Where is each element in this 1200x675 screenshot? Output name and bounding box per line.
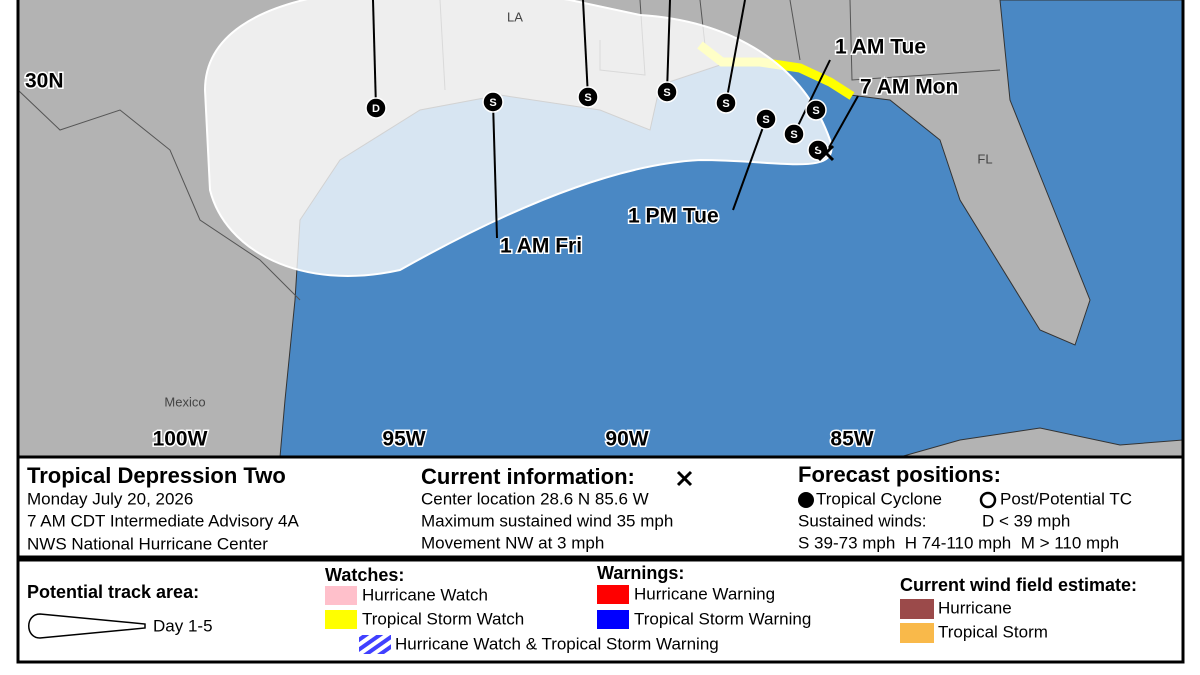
current-line: Movement NW at 3 mph [421, 533, 604, 552]
legend-item: Tropical Storm Warning [634, 609, 811, 628]
forecast-key: Sustained winds: [798, 511, 927, 530]
longitude-label: 100W [153, 428, 208, 451]
point-letter: S [489, 97, 496, 109]
forecast-point [715, 92, 737, 114]
storm-line: 7 AM CDT Intermediate Advisory 4A [27, 511, 299, 530]
swatch [325, 586, 357, 605]
legend-item: Day 1-5 [153, 616, 213, 635]
forecast-point [755, 108, 777, 130]
track-cone [203, 0, 833, 277]
current-line: Center location 28.6 N 85.6 W [421, 489, 649, 508]
swatch [900, 623, 934, 643]
legend-item: Hurricane [938, 598, 1012, 617]
cuba [899, 427, 1183, 457]
swatch [900, 599, 934, 619]
swatch [597, 610, 629, 629]
time-label: 1 AM Tue [835, 36, 926, 59]
place-label: LA [507, 9, 523, 24]
legend-title: Watches: [325, 565, 404, 585]
swatch [325, 610, 357, 629]
longitude-label: 95W [382, 428, 425, 451]
storm-line: Monday July 20, 2026 [27, 489, 193, 508]
legend-title: Warnings: [597, 563, 684, 583]
forecast-point [577, 86, 599, 108]
longitude-label: 90W [605, 428, 648, 451]
point-letter: S [790, 129, 797, 141]
storm-line: NWS National Hurricane Center [27, 534, 268, 553]
latitude-label: 30N [25, 70, 64, 93]
legend-item: Tropical Storm Watch [362, 609, 524, 628]
forecast-points: D S S S S S S S S [365, 81, 829, 161]
leader-lines [372, 0, 859, 239]
point-letter: D [372, 103, 380, 115]
legend-item: Hurricane Watch & Tropical Storm Warning [395, 634, 719, 653]
forecast-key: D < 39 mph [982, 511, 1070, 530]
current-position [817, 144, 835, 162]
storm-title: Tropical Depression Two [27, 463, 286, 488]
swatch [359, 635, 391, 654]
forecast-point [365, 97, 387, 119]
legend-title: Current wind field estimate: [900, 575, 1137, 595]
forecast-key: S 39-73 mph H 74-110 mph M > 110 mph [798, 533, 1119, 552]
time-label: 1 AM Fri [500, 235, 582, 258]
forecast-point [805, 99, 827, 121]
forecast-point [783, 123, 805, 145]
post-tc-icon [979, 491, 997, 509]
time-label: 7 AM Mon [860, 76, 958, 99]
legend-item: Hurricane Watch [362, 585, 488, 604]
forecast-key: Tropical Cyclone [816, 489, 942, 508]
time-label: 1 PM Tue [628, 205, 719, 228]
tc-icon [798, 492, 814, 508]
point-letter: S [762, 114, 769, 126]
legend-item: Tropical Storm [938, 622, 1048, 641]
current-title: Current information: [421, 464, 635, 489]
legend-item: Hurricane Warning [634, 584, 775, 603]
forecast-title: Forecast positions: [798, 462, 1001, 487]
place-label: Mexico [164, 394, 205, 409]
cone-icon [28, 613, 146, 639]
forecast-point [656, 81, 678, 103]
point-letter: S [584, 92, 591, 104]
place-label: FL [977, 151, 992, 166]
current-icon [676, 470, 693, 487]
longitude-label: 85W [830, 428, 873, 451]
point-letter: S [812, 105, 819, 117]
swatch [597, 585, 629, 604]
point-letter: S [663, 87, 670, 99]
point-letter: S [814, 145, 821, 157]
forecast-key: Post/Potential TC [1000, 489, 1132, 508]
forecast-point [482, 91, 504, 113]
current-line: Maximum sustained wind 35 mph [421, 511, 673, 530]
legend-title: Potential track area: [27, 582, 199, 602]
point-letter: S [722, 98, 729, 110]
